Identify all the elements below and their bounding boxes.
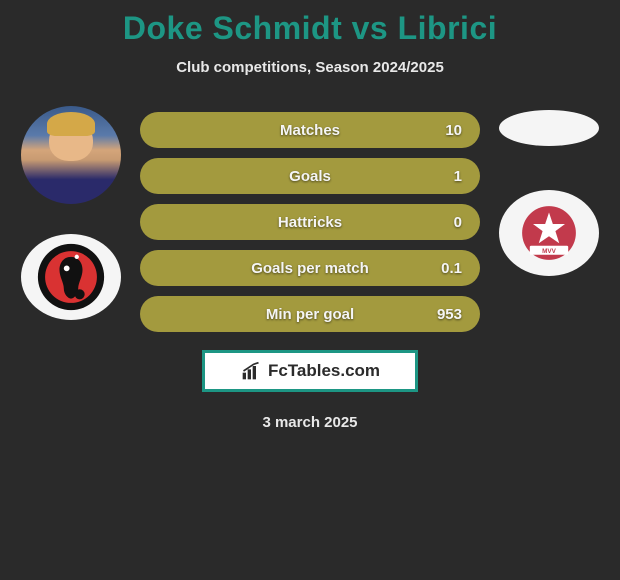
helmond-crest-icon bbox=[35, 241, 107, 313]
left-column bbox=[16, 106, 126, 320]
page-title: Doke Schmidt vs Librici bbox=[0, 0, 620, 47]
stats-column: Matches 10 Goals 1 Hattricks 0 Goals per… bbox=[140, 106, 480, 332]
stat-value: 1 bbox=[454, 168, 462, 185]
stat-row-matches: Matches 10 bbox=[140, 112, 480, 148]
right-column: MVV bbox=[494, 106, 604, 276]
mvv-crest-icon: MVV bbox=[517, 201, 581, 265]
barchart-icon bbox=[240, 361, 262, 381]
brand-text: FcTables.com bbox=[268, 361, 380, 381]
club-badge-left bbox=[21, 234, 121, 320]
stat-label: Goals per match bbox=[251, 260, 369, 277]
club-badge-right: MVV bbox=[499, 190, 599, 276]
stat-row-gpm: Goals per match 0.1 bbox=[140, 250, 480, 286]
stat-label: Matches bbox=[280, 122, 340, 139]
stat-row-hattricks: Hattricks 0 bbox=[140, 204, 480, 240]
stat-row-goals: Goals 1 bbox=[140, 158, 480, 194]
player-photo-right-placeholder bbox=[499, 110, 599, 146]
stat-label: Hattricks bbox=[278, 214, 342, 231]
date-line: 3 march 2025 bbox=[0, 414, 620, 431]
svg-text:MVV: MVV bbox=[542, 248, 557, 255]
comparison-row: Matches 10 Goals 1 Hattricks 0 Goals per… bbox=[0, 106, 620, 332]
player-photo-left bbox=[21, 106, 121, 204]
brand-badge[interactable]: FcTables.com bbox=[202, 350, 418, 392]
stat-value: 0.1 bbox=[441, 260, 462, 277]
stat-value: 10 bbox=[445, 122, 462, 139]
subtitle: Club competitions, Season 2024/2025 bbox=[0, 59, 620, 76]
stat-label: Min per goal bbox=[266, 306, 354, 323]
stat-row-mpg: Min per goal 953 bbox=[140, 296, 480, 332]
stat-value: 953 bbox=[437, 306, 462, 323]
stat-value: 0 bbox=[454, 214, 462, 231]
stat-label: Goals bbox=[289, 168, 331, 185]
